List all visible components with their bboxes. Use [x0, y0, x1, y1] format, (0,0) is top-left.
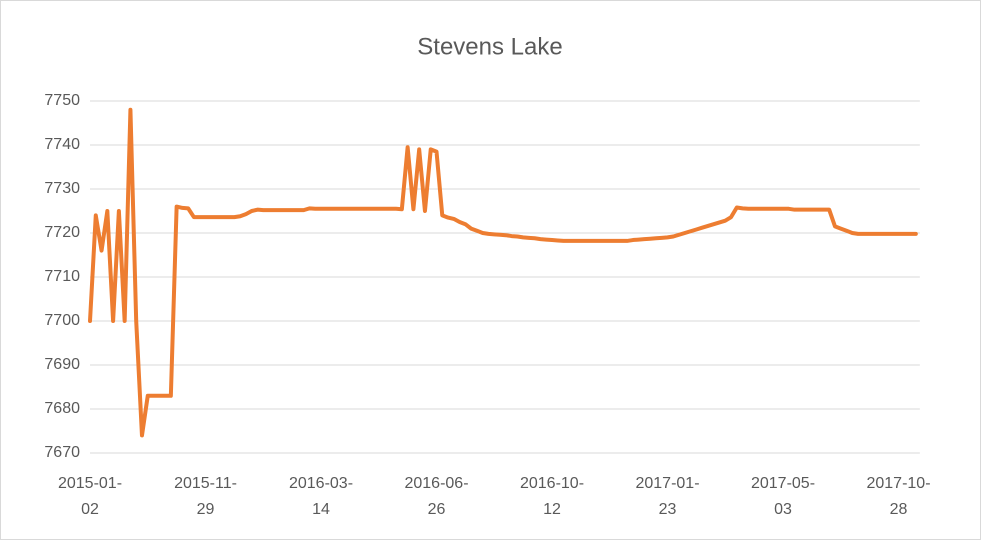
x-tick-label: 2015-01-02 — [58, 475, 122, 518]
x-tick-label: 2015-11-29 — [174, 475, 237, 518]
y-tick-label: 7670 — [44, 444, 80, 461]
y-tick-label: 7720 — [44, 224, 80, 241]
line — [88, 107, 918, 438]
x-tick-label: 2016-06-26 — [404, 475, 468, 518]
y-tick-label: 7700 — [44, 312, 80, 329]
x-tick-label: 2017-10-28 — [866, 475, 930, 518]
y-tick-label: 7730 — [44, 180, 80, 197]
x-tick-label: 2017-05-03 — [751, 475, 815, 518]
chart-title: Stevens Lake — [417, 33, 562, 60]
y-tick-label: 7690 — [44, 356, 80, 373]
x-tick-label: 2016-10-12 — [520, 475, 584, 518]
y-tick-label: 7750 — [44, 92, 80, 109]
y-tick-label: 7680 — [44, 400, 80, 417]
x-tick-label: 2016-03-14 — [289, 475, 353, 518]
y-tick-label: 7740 — [44, 136, 80, 153]
x-tick-label: 2017-01-23 — [635, 475, 699, 518]
y-tick-label: 7710 — [44, 268, 80, 285]
